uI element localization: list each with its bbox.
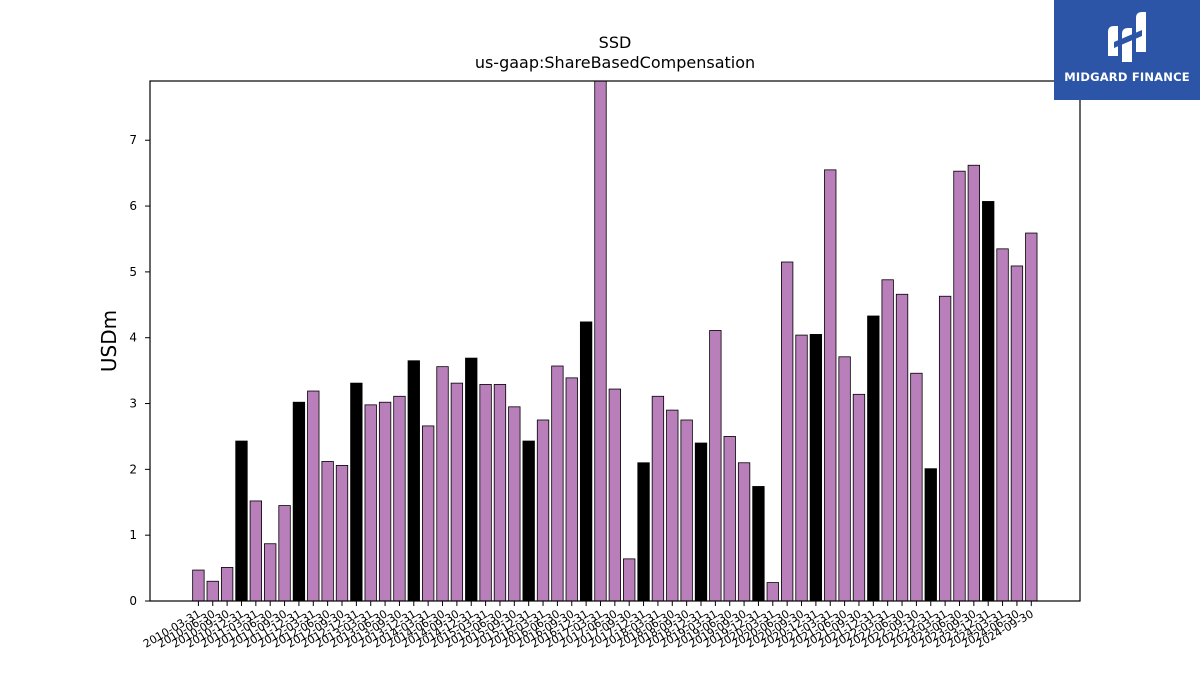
bar-2014-03-31: [422, 425, 435, 602]
bar-2013-12-31: [407, 360, 420, 602]
y-tick-label: 3: [129, 397, 137, 411]
bar-2018-06-30: [666, 409, 679, 602]
bar-2017-09-30: [623, 558, 636, 602]
bar-2024-03-31: [996, 248, 1009, 602]
chart-title: SSD: [599, 33, 632, 52]
bar-2014-06-30: [436, 366, 449, 602]
bar-2010-12-31: [235, 440, 248, 602]
bar-2020-03-31: [766, 582, 779, 602]
bar-2021-09-30: [852, 393, 866, 602]
bar-2011-09-30: [278, 505, 291, 602]
bar-2019-09-30: [737, 462, 751, 602]
bar-2023-12-31: [982, 201, 995, 602]
bar-2018-12-31: [694, 442, 708, 602]
bar-2012-09-30: [335, 465, 349, 602]
bar-2022-03-31: [881, 279, 894, 602]
bar-2017-06-30: [608, 388, 621, 602]
bar-2016-03-31: [536, 419, 550, 602]
y-axis: 0 1 2 3 4 5 6 7: [129, 133, 150, 608]
bar-2020-09-30: [795, 334, 808, 602]
bar-2024-06-30: [1010, 265, 1024, 602]
bar-2012-06-30: [321, 461, 334, 602]
y-tick-label: 4: [129, 331, 137, 345]
y-tick-label: 6: [129, 199, 137, 213]
bars-group: [192, 80, 1038, 602]
bar-2018-03-31: [651, 395, 665, 602]
bar-2022-09-30: [910, 372, 923, 602]
bar-2013-03-31: [364, 404, 377, 602]
y-tick-label: 0: [129, 594, 137, 608]
y-tick-label: 1: [129, 528, 137, 542]
bar-2016-09-30: [565, 377, 578, 602]
brand-logo: MIDGARD FINANCE: [1054, 0, 1200, 100]
bar-2011-12-31: [292, 401, 306, 602]
bar-2017-03-31: [594, 80, 607, 602]
bar-2013-09-30: [393, 395, 406, 602]
bar-2024-09-30: [1025, 232, 1038, 602]
bar-2011-06-30: [264, 543, 277, 602]
bar-2015-09-30: [508, 406, 521, 602]
bar-2022-06-30: [895, 293, 909, 602]
bar-2015-06-30: [493, 384, 507, 602]
y-tick-label: 5: [129, 265, 137, 279]
x-axis: 2010-03-312010-06-302010-09-302010-12-31…: [141, 601, 1036, 651]
bar-2021-03-31: [824, 169, 837, 602]
bar-2019-03-31: [709, 330, 722, 602]
bar-2019-12-31: [752, 486, 765, 602]
bar-2012-12-31: [350, 382, 363, 602]
logo-text: MIDGARD FINANCE: [1064, 70, 1190, 84]
bar-2015-03-31: [479, 384, 492, 602]
bar-2023-09-30: [967, 164, 980, 602]
bar-2017-12-31: [637, 462, 650, 602]
bar-2021-12-31: [867, 315, 880, 602]
bar-2010-03-31: [192, 569, 205, 602]
y-tick-label: 2: [129, 462, 137, 476]
y-axis-label: USDm: [97, 310, 121, 372]
bar-2015-12-31: [522, 440, 535, 602]
bar-2022-12-31: [924, 468, 937, 602]
bar-2013-06-30: [378, 401, 392, 602]
bar-2010-06-30: [206, 580, 219, 602]
y-tick-label: 7: [129, 133, 137, 147]
bar-2020-06-30: [781, 261, 794, 602]
bar-2012-03-31: [307, 390, 320, 602]
bar-2023-03-31: [938, 295, 952, 602]
bar-2019-06-30: [723, 436, 736, 602]
bar-2011-03-31: [249, 500, 262, 602]
bar-2018-09-30: [680, 419, 693, 602]
chart-subtitle: us-gaap:ShareBasedCompensation: [475, 53, 755, 72]
bar-2016-06-30: [551, 365, 564, 602]
bar-2023-06-30: [953, 170, 966, 602]
bar-2014-09-30: [450, 382, 464, 602]
bar-2021-06-30: [838, 356, 851, 602]
bar-2020-12-31: [809, 334, 823, 602]
bar-2010-09-30: [220, 567, 234, 602]
bar-2016-12-31: [579, 321, 593, 602]
bar-2014-12-31: [465, 357, 478, 602]
midgard-logo-icon: [1108, 12, 1146, 62]
